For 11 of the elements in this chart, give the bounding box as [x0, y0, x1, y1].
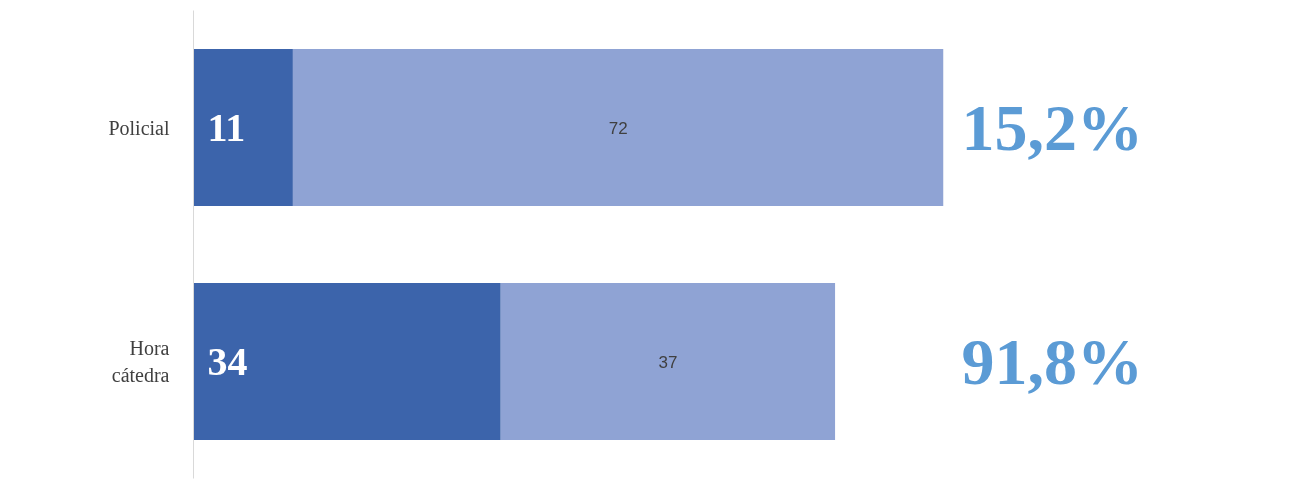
y-tick-label: Hora cátedra [111, 337, 170, 386]
text: 15,2% [961, 91, 1143, 164]
data-label: 34 [207, 338, 248, 384]
y-tick-label: Policial [108, 116, 170, 139]
data-label: 37 [658, 352, 678, 372]
bar [193, 49, 293, 206]
bar [193, 283, 501, 440]
bar [500, 283, 836, 440]
text: 91,8% [961, 325, 1143, 398]
data-label: 11 [207, 104, 246, 150]
data-label: 72 [608, 118, 628, 138]
